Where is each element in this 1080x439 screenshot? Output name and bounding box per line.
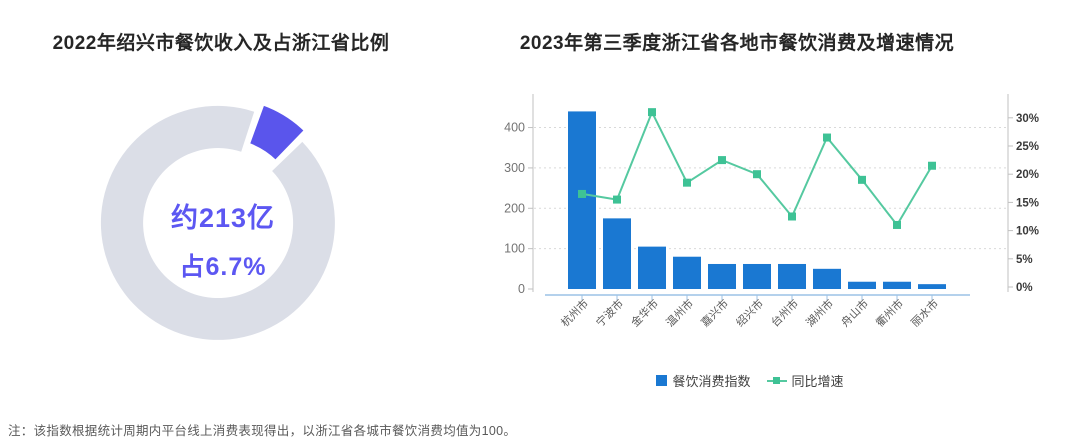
growth-marker-绍兴市 [753, 170, 761, 179]
combo-chart-title: 2023年第三季度浙江省各地市餐饮消费及增速情况 [519, 33, 955, 54]
x-axis-label-金华市: 金华市 [628, 296, 661, 329]
x-axis-label-台州市: 台州市 [768, 296, 801, 329]
bar-衢州市 [883, 281, 911, 289]
x-axis-label-丽水市: 丽水市 [908, 296, 941, 329]
x-axis-label-衢州市: 衢州市 [873, 296, 906, 329]
left-axis-tick-label: 400 [504, 121, 525, 135]
growth-marker-台州市 [788, 212, 796, 221]
x-axis-label-嘉兴市: 嘉兴市 [698, 296, 731, 329]
right-axis-tick-label: 25% [1016, 141, 1039, 153]
bar-杭州市 [568, 111, 596, 289]
right-axis-tick-label: 5% [1016, 254, 1033, 266]
growth-marker-衢州市 [893, 220, 901, 229]
bar-湖州市 [813, 268, 841, 289]
bar-绍兴市 [743, 263, 771, 289]
bar-丽水市 [918, 284, 946, 289]
bar-金华市 [638, 246, 666, 289]
x-axis-label-温州市: 温州市 [663, 296, 696, 329]
donut-chart-title: 2022年绍兴市餐饮收入及占浙江省比例 [52, 33, 390, 54]
bar-嘉兴市 [708, 263, 736, 289]
left-axis-tick-label: 300 [504, 161, 525, 175]
growth-marker-丽水市 [928, 161, 936, 170]
legend-item-bar-series: 餐饮消费指数 [656, 371, 751, 390]
x-axis-label-杭州市: 杭州市 [558, 296, 591, 329]
right-axis-tick-label: 15% [1016, 197, 1039, 209]
bar-温州市 [673, 256, 701, 289]
bar-line-chart: 0 100 200 300 400 0% 5% 10% 15% 20% 25% 30% 杭州市 宁波市 金华… [504, 94, 1039, 329]
growth-marker-杭州市 [578, 189, 586, 198]
legend-bar-label: 餐饮消费指数 [672, 374, 751, 389]
x-axis-label-宁波市: 宁波市 [593, 296, 626, 329]
right-axis-tick-label: 10% [1016, 226, 1039, 238]
right-axis-tick-label: 20% [1016, 169, 1039, 181]
growth-marker-嘉兴市 [718, 156, 726, 165]
legend-item-line-series: 同比增速 [766, 371, 844, 390]
bar-台州市 [778, 263, 806, 289]
left-axis-tick-label: 200 [504, 201, 525, 215]
donut-center-value: 约213亿 [170, 203, 276, 233]
donut-highlight-slice [247, 103, 307, 163]
left-axis-tick-label: 0 [518, 282, 525, 296]
x-axis-label-舟山市: 舟山市 [838, 296, 871, 329]
legend-line-label: 同比增速 [791, 374, 844, 389]
growth-marker-金华市 [648, 108, 656, 117]
bar-宁波市 [603, 218, 631, 289]
growth-marker-舟山市 [858, 175, 866, 184]
chart-legend: 餐饮消费指数 同比增速 [515, 371, 985, 390]
footnote-text: 注：该指数根据统计周期内平台线上消费表现得出，以浙江省各城市餐饮消费均值为100… [8, 423, 517, 438]
left-axis-tick-label: 100 [504, 242, 525, 256]
growth-marker-温州市 [683, 178, 691, 187]
right-axis-tick-label: 30% [1016, 113, 1039, 125]
x-axis-label-绍兴市: 绍兴市 [733, 296, 766, 329]
bar-舟山市 [848, 281, 876, 289]
bar-series-swatch-icon [656, 375, 668, 386]
donut-center-percent: 占6.7% [179, 253, 267, 281]
donut-chart [100, 103, 335, 340]
x-axis-label-湖州市: 湖州市 [803, 296, 836, 329]
right-axis-tick-label: 0% [1016, 282, 1033, 294]
donut-remainder-slice [100, 105, 335, 340]
growth-marker-湖州市 [823, 133, 831, 142]
line-series-swatch-icon [766, 376, 787, 385]
growth-marker-宁波市 [613, 195, 621, 204]
